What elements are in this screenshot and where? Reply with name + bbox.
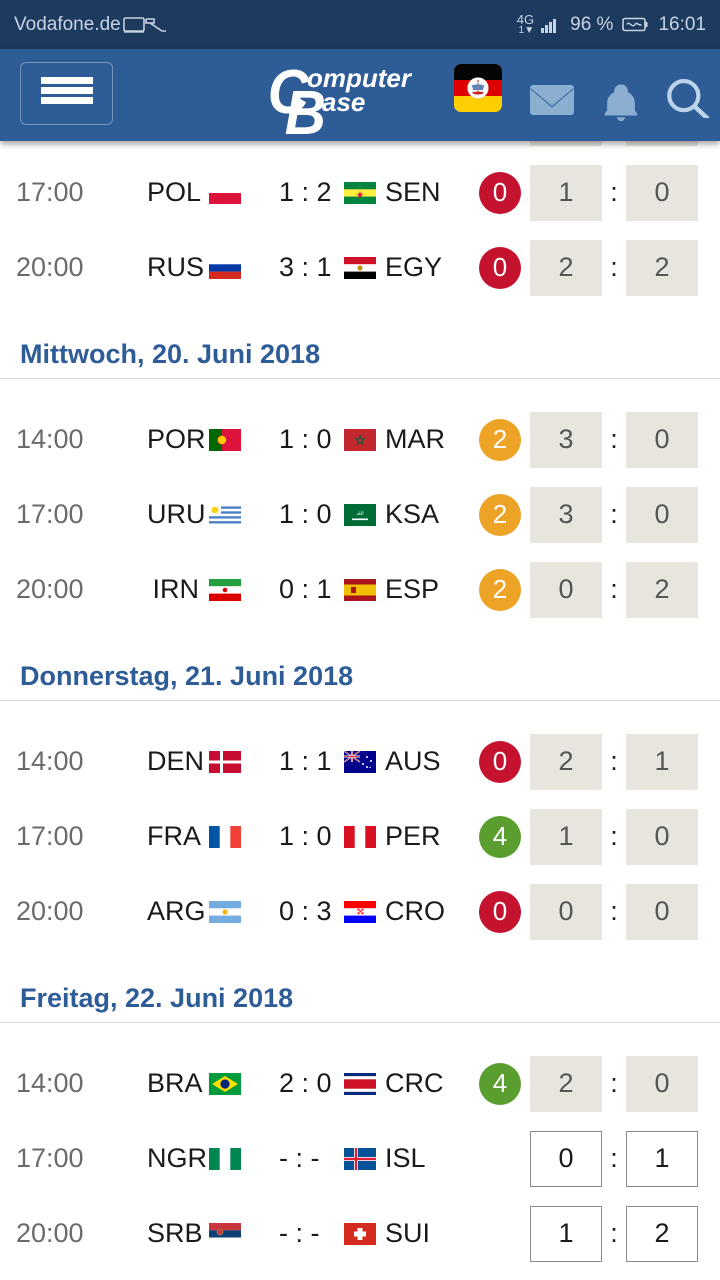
svg-text:الله: الله [356, 511, 363, 517]
